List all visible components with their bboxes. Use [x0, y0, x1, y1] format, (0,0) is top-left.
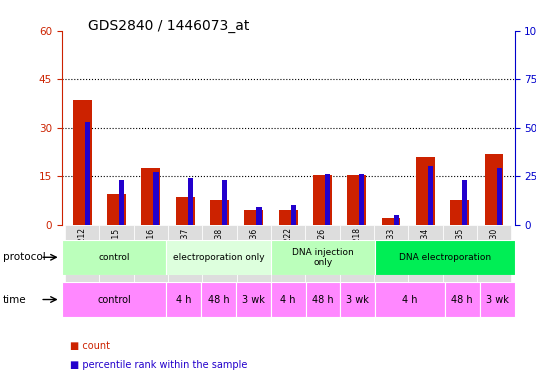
Bar [306, 282, 340, 317]
Bar [202, 225, 236, 293]
Bar [477, 225, 511, 293]
Bar [325, 174, 330, 225]
Text: 3 wk: 3 wk [486, 295, 509, 305]
Bar [393, 215, 399, 225]
Bar [306, 225, 340, 293]
Bar [375, 240, 515, 275]
Bar [166, 282, 201, 317]
Bar [347, 175, 366, 225]
Bar [222, 180, 227, 225]
Bar [382, 218, 400, 225]
Bar [271, 225, 306, 293]
Bar [408, 225, 443, 293]
Text: control: control [98, 253, 130, 262]
Bar [62, 240, 166, 275]
Bar [176, 197, 195, 225]
Bar [188, 178, 193, 225]
Bar [256, 207, 262, 225]
Bar [279, 210, 297, 225]
Bar [359, 174, 364, 225]
Bar [462, 180, 467, 225]
Bar [210, 200, 229, 225]
Bar [168, 225, 202, 293]
Text: ■ count: ■ count [70, 341, 110, 351]
Bar [340, 282, 375, 317]
Text: protocol: protocol [3, 252, 46, 262]
Text: 4 h: 4 h [403, 295, 418, 305]
Text: DNA electroporation: DNA electroporation [399, 253, 491, 262]
Text: 3 wk: 3 wk [346, 295, 369, 305]
Bar [375, 282, 445, 317]
Bar [450, 200, 469, 225]
Text: 48 h: 48 h [312, 295, 334, 305]
Bar [236, 282, 271, 317]
Bar [107, 194, 126, 225]
Text: ■ percentile rank within the sample: ■ percentile rank within the sample [70, 360, 247, 370]
Text: electroporation only: electroporation only [173, 253, 264, 262]
Bar [271, 282, 306, 317]
Bar [201, 282, 236, 317]
Bar [166, 240, 271, 275]
Text: 4 h: 4 h [280, 295, 296, 305]
Text: control: control [97, 295, 131, 305]
Text: 48 h: 48 h [451, 295, 473, 305]
Bar [133, 225, 168, 293]
Text: time: time [3, 295, 26, 305]
Bar [480, 282, 515, 317]
Text: DNA injection
only: DNA injection only [292, 248, 354, 267]
Bar [485, 154, 503, 225]
Bar [291, 205, 296, 225]
Bar [62, 282, 166, 317]
Bar [65, 225, 99, 293]
Bar [236, 225, 271, 293]
Bar [142, 168, 160, 225]
Bar [73, 100, 92, 225]
Text: 4 h: 4 h [176, 295, 191, 305]
Bar [443, 225, 477, 293]
Text: 48 h: 48 h [207, 295, 229, 305]
Bar [428, 167, 433, 225]
Bar [271, 240, 375, 275]
Bar [496, 169, 502, 225]
Bar [374, 225, 408, 293]
Bar [244, 210, 263, 225]
Bar [416, 157, 435, 225]
Text: GDS2840 / 1446073_at: GDS2840 / 1446073_at [88, 19, 250, 33]
Bar [445, 282, 480, 317]
Bar [340, 225, 374, 293]
Bar [99, 225, 133, 293]
Bar [85, 122, 90, 225]
Bar [119, 180, 124, 225]
Bar [153, 172, 159, 225]
Bar [313, 175, 332, 225]
Text: 3 wk: 3 wk [242, 295, 265, 305]
